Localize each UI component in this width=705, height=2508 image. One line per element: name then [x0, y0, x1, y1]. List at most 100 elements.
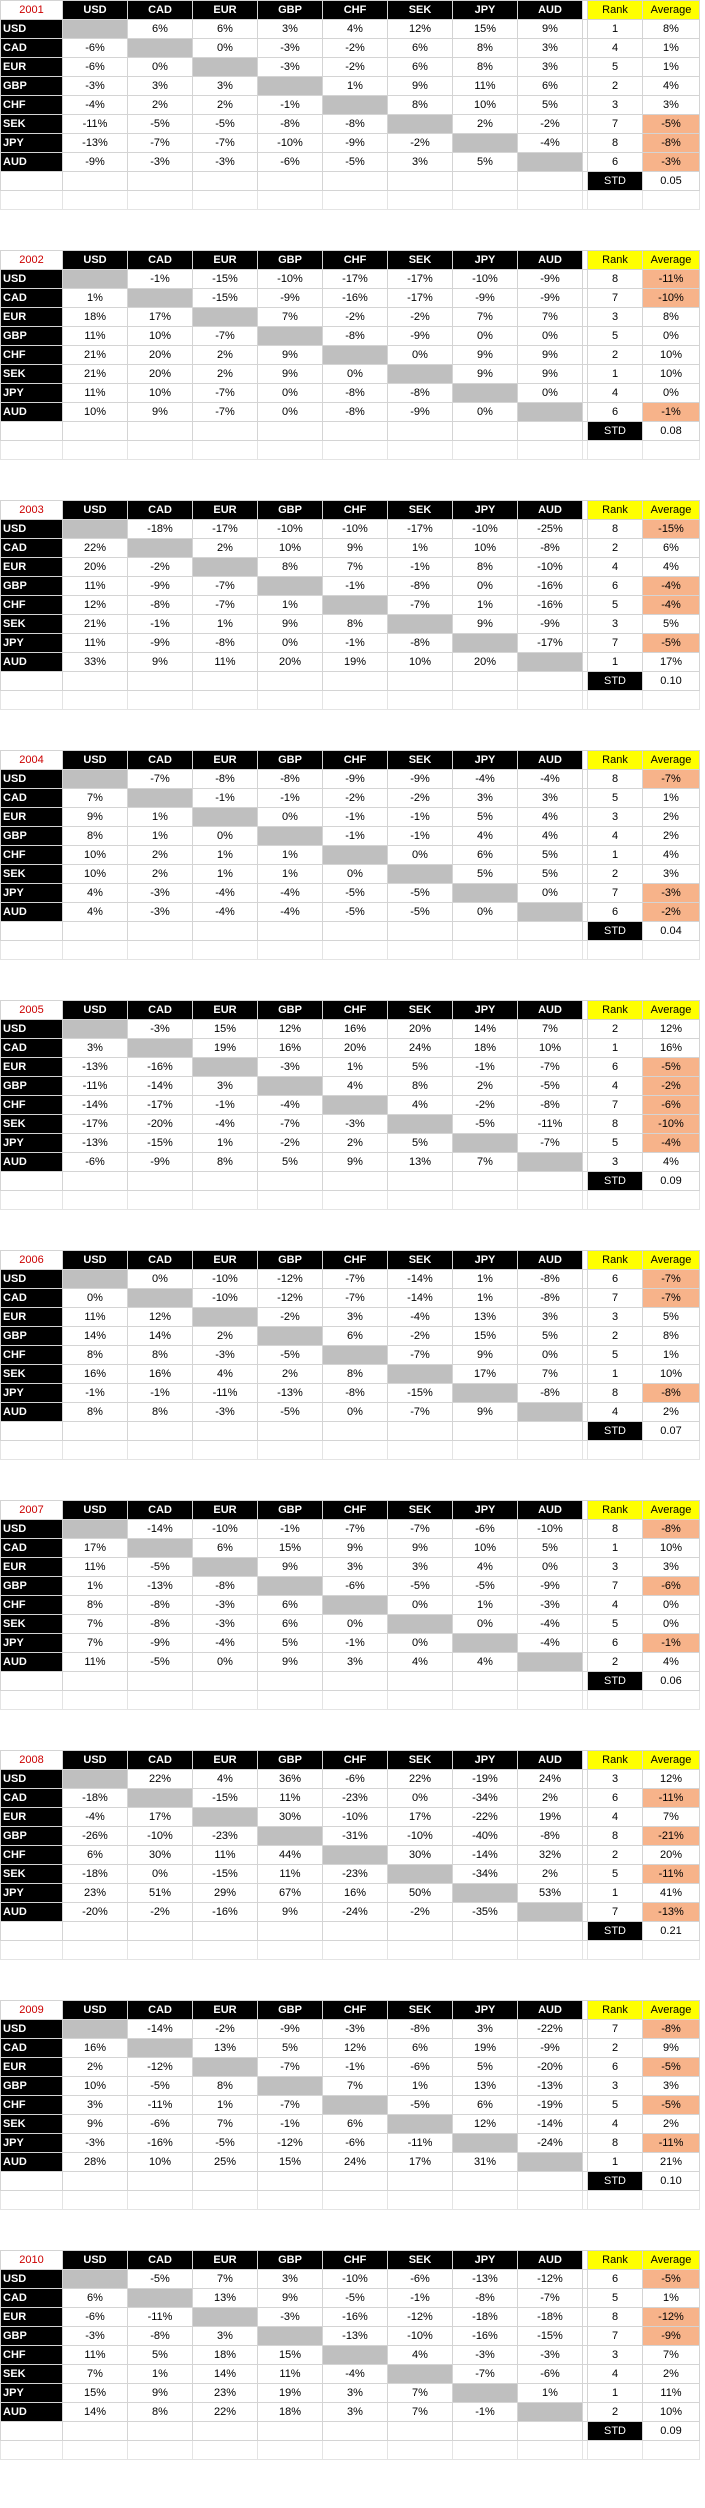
table-row: GBP -3% 3% 3% 1% 9% 11% 6% 2 4% [0, 76, 700, 96]
cross-rate-table: 2008 USD CAD EUR GBP CHF SEK JPY AUD Rank Average U… [0, 1750, 700, 1960]
rate-cell: 3% [517, 38, 583, 58]
rate-cell: 6% [62, 1845, 128, 1865]
rate-cell: -10% [517, 1519, 583, 1539]
rate-cell: 8% [322, 1364, 388, 1384]
average-cell: 4% [642, 1652, 700, 1672]
rank-cell: 5 [587, 57, 643, 77]
table-row: EUR 11% 12% -2% 3% -4% 13% 3% 3 5% [0, 1307, 700, 1327]
average-cell: 3% [642, 2076, 700, 2096]
diagonal-cell [387, 114, 453, 134]
column-header-usd: USD [62, 1750, 128, 1770]
rate-cell: -13% [127, 1576, 193, 1596]
rate-cell: 2% [62, 2057, 128, 2077]
rate-cell: 7% [387, 2383, 453, 2403]
row-label-aud: AUD [0, 652, 63, 672]
row-label-usd: USD [0, 2019, 63, 2039]
rate-cell: 0% [452, 326, 518, 346]
diagonal-cell [62, 1769, 128, 1789]
rate-cell: -3% [127, 902, 193, 922]
empty-cell [322, 1171, 388, 1191]
rate-cell: 7% [387, 2402, 453, 2422]
rank-cell: 6 [587, 402, 643, 422]
rate-cell: 9% [322, 1538, 388, 1558]
rank-header: Rank [587, 1750, 643, 1770]
rank-cell: 4 [587, 2364, 643, 2384]
rank-cell: 4 [587, 383, 643, 403]
empty-cell [322, 1440, 388, 1460]
empty-cell [257, 2171, 323, 2191]
rate-cell: -8% [517, 1288, 583, 1308]
column-header-sek: SEK [387, 1000, 453, 1020]
empty-cell [0, 440, 63, 460]
rate-cell: -1% [387, 807, 453, 827]
average-cell: 10% [642, 1538, 700, 1558]
rate-cell: -5% [192, 114, 258, 134]
column-header-usd: USD [62, 750, 128, 770]
rate-cell: -7% [452, 2364, 518, 2384]
rate-cell: 53% [517, 1883, 583, 1903]
rate-cell: 15% [192, 1019, 258, 1039]
empty-cell [587, 940, 643, 960]
average-cell: -3% [642, 883, 700, 903]
rate-cell: -18% [127, 519, 193, 539]
diagonal-cell [387, 1864, 453, 1884]
diagonal-cell [257, 1576, 323, 1596]
average-cell: 1% [642, 57, 700, 77]
rate-cell: 10% [62, 864, 128, 884]
rate-cell: -8% [387, 633, 453, 653]
rate-cell: 17% [127, 307, 193, 327]
rank-cell: 7 [587, 1288, 643, 1308]
row-label-usd: USD [0, 1019, 63, 1039]
year-label: 2002 [0, 250, 63, 270]
rate-cell: 1% [452, 1595, 518, 1615]
rate-cell: -8% [127, 1614, 193, 1634]
column-header-usd: USD [62, 500, 128, 520]
average-cell: 4% [642, 557, 700, 577]
rate-cell: -7% [257, 2095, 323, 2115]
diagonal-cell [517, 902, 583, 922]
empty-cell [517, 1440, 583, 1460]
average-cell: -1% [642, 402, 700, 422]
rate-cell: 8% [62, 826, 128, 846]
rate-cell: -11% [517, 1114, 583, 1134]
rate-cell: 0% [452, 576, 518, 596]
rate-cell: -5% [192, 2133, 258, 2153]
rate-cell: -1% [257, 95, 323, 115]
rate-cell: 2% [192, 364, 258, 384]
blank-row [0, 440, 700, 460]
empty-cell [257, 190, 323, 210]
rank-cell: 1 [587, 19, 643, 39]
rate-cell: -1% [322, 576, 388, 596]
row-label-jpy: JPY [0, 1633, 63, 1653]
rate-cell: -13% [62, 1057, 128, 1077]
rate-cell: -17% [127, 1095, 193, 1115]
rank-cell: 3 [587, 807, 643, 827]
diagonal-cell [387, 364, 453, 384]
empty-cell [387, 2421, 453, 2441]
std-label: STD [587, 2171, 643, 2191]
column-header-usd: USD [62, 1000, 128, 1020]
rate-cell: -9% [127, 1633, 193, 1653]
diagonal-cell [452, 633, 518, 653]
rate-cell: 20% [127, 364, 193, 384]
diagonal-cell [452, 883, 518, 903]
rate-cell: -7% [387, 1345, 453, 1365]
rate-cell: 7% [517, 1364, 583, 1384]
diagonal-cell [517, 1902, 583, 1922]
rate-cell: -14% [127, 1519, 193, 1539]
row-label-jpy: JPY [0, 1133, 63, 1153]
rate-cell: -24% [322, 1902, 388, 1922]
rate-cell: -4% [517, 1614, 583, 1634]
rate-cell: -3% [62, 76, 128, 96]
empty-cell [257, 1671, 323, 1691]
empty-cell [587, 440, 643, 460]
rate-cell: 7% [192, 2114, 258, 2134]
rate-cell: 8% [62, 1345, 128, 1365]
row-label-sek: SEK [0, 364, 63, 384]
rate-cell: 1% [387, 2076, 453, 2096]
rate-cell: 2% [127, 845, 193, 865]
rate-cell: 1% [322, 76, 388, 96]
rate-cell: -11% [62, 114, 128, 134]
rank-cell: 6 [587, 152, 643, 172]
empty-cell [192, 1440, 258, 1460]
